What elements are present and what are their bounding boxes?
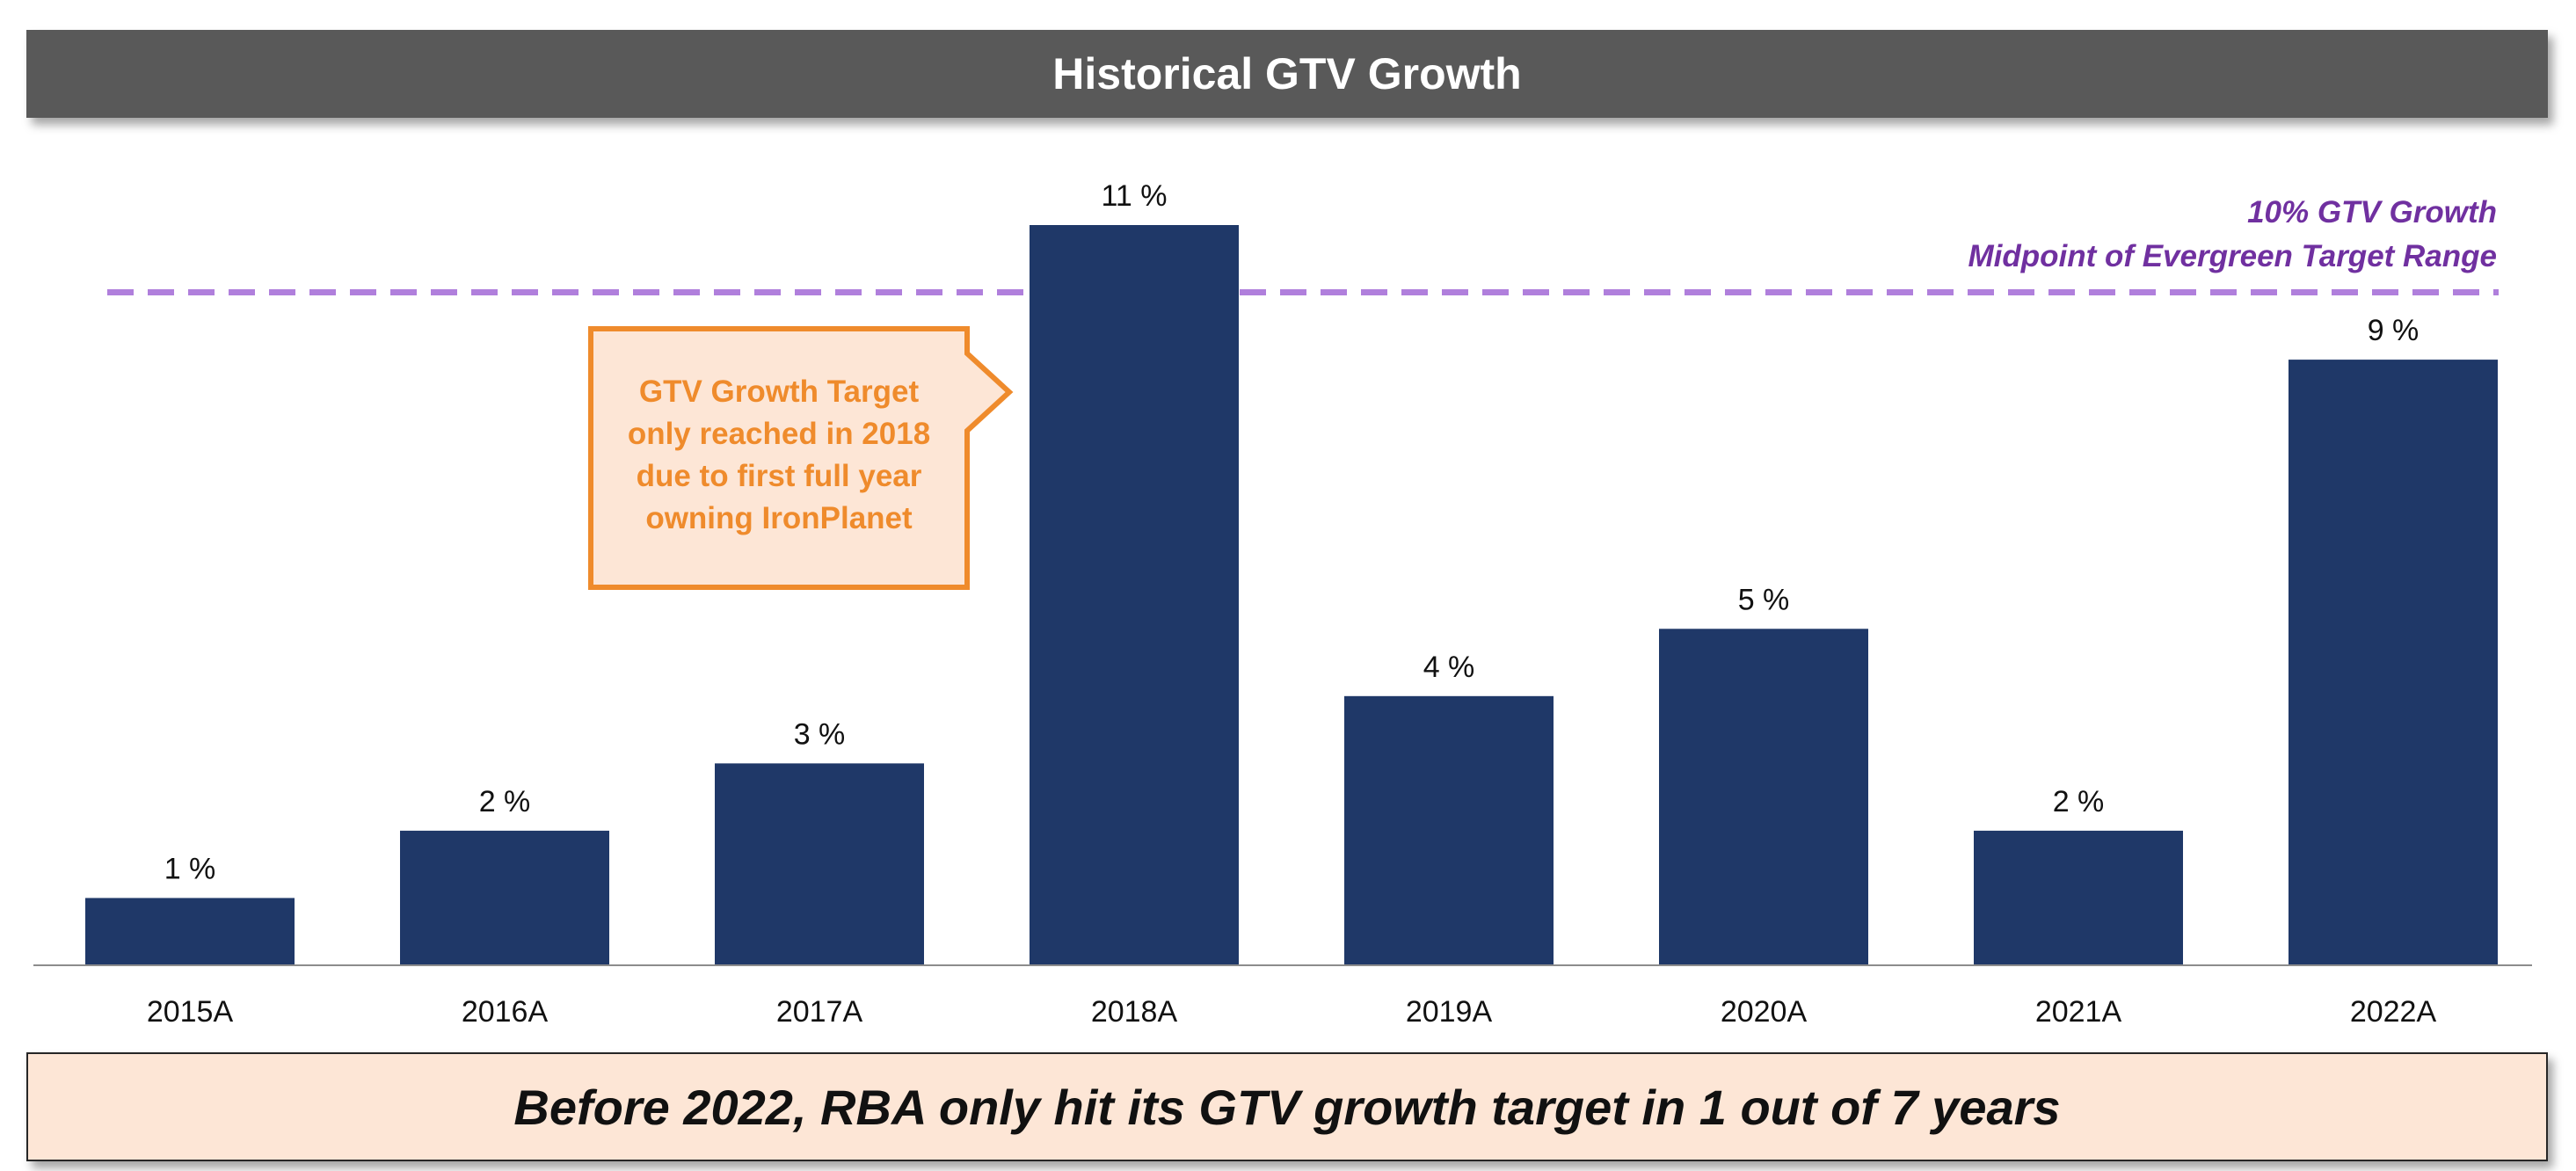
category-label-2021A: 2021A: [2035, 995, 2122, 1029]
data-label-2019A: 4 %: [1423, 651, 1475, 684]
conclusion-banner: Before 2022, RBA only hit its GTV growth…: [26, 1052, 2548, 1161]
callout-annotation-text: GTV Growth Target only reached in 2018 d…: [591, 324, 967, 587]
data-label-2022A: 9 %: [2368, 314, 2420, 347]
bar-2015A: [85, 898, 295, 965]
callout-line-4: owning IronPlanet: [645, 501, 913, 535]
bar-2020A: [1659, 629, 1868, 965]
category-label-2015A: 2015A: [147, 995, 234, 1029]
bar-2016A: [400, 830, 609, 965]
bar-2021A: [1974, 830, 2183, 965]
data-label-2021A: 2 %: [2053, 785, 2105, 818]
bar-2017A: [715, 763, 924, 965]
category-label-2017A: 2017A: [776, 995, 863, 1029]
chart-title: Historical GTV Growth: [1052, 49, 1522, 98]
data-label-2015A: 1 %: [164, 852, 216, 885]
reference-line-label-1: 10% GTV Growth: [2247, 195, 2497, 229]
chart-title-bar: Historical GTV Growth: [26, 30, 2548, 118]
data-label-2018A: 11 %: [1102, 179, 1168, 213]
bar-2018A: [1030, 225, 1239, 965]
category-label-2022A: 2022A: [2350, 995, 2437, 1029]
category-label-2018A: 2018A: [1091, 995, 1178, 1029]
data-label-2017A: 3 %: [794, 717, 846, 751]
bar-chart: 1 % 2015A 2 % 2016A 3 % 2017A 11 % 2018A 4 % 2019…: [33, 179, 2532, 1029]
conclusion-text: Before 2022, RBA only hit its GTV growth…: [513, 1079, 2061, 1135]
bar-2019A: [1344, 695, 1554, 965]
callout-box: [588, 326, 1014, 590]
bar-2022A: [2289, 360, 2498, 965]
callout-line-1: GTV Growth Target: [638, 375, 920, 409]
callout-line-3: due to first full year: [636, 459, 922, 493]
reference-line-label-2: Midpoint of Evergreen Target Range: [1968, 239, 2497, 273]
category-label-2020A: 2020A: [1721, 995, 1808, 1029]
data-label-2016A: 2 %: [479, 785, 531, 818]
callout-line-2: only reached in 2018: [627, 417, 931, 451]
category-label-2019A: 2019A: [1406, 995, 1493, 1029]
category-label-2016A: 2016A: [462, 995, 549, 1029]
data-label-2020A: 5 %: [1738, 583, 1790, 616]
